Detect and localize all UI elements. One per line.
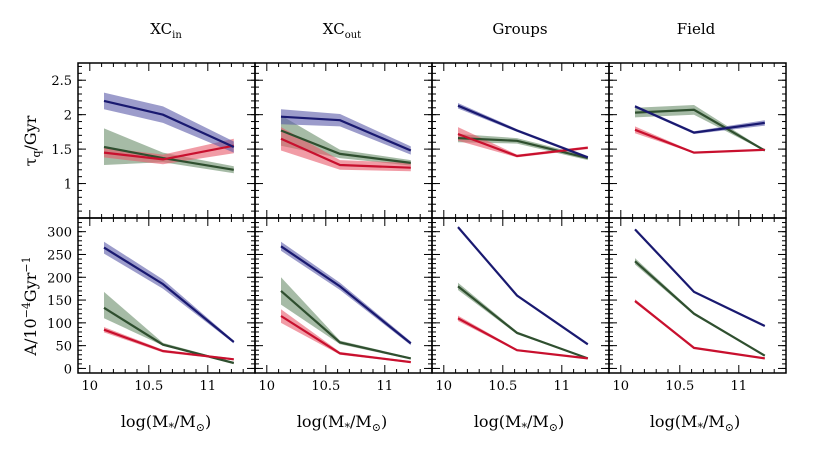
x-tick-label: 10 — [436, 379, 453, 394]
x-tick-label: 10 — [259, 379, 276, 394]
red-confidence-band — [458, 127, 588, 158]
x-tick-label: 10 — [82, 379, 99, 394]
x-tick-label: 11 — [554, 379, 571, 394]
panel-frame — [608, 62, 787, 219]
xlabel-col-2: log(M*/M⊙) — [297, 412, 387, 434]
red-confidence-band — [104, 138, 234, 165]
green-confidence-band — [104, 291, 234, 364]
red-confidence-band — [635, 299, 765, 359]
panel-tau_q-Field — [608, 62, 787, 219]
y-tick-label: 250 — [47, 248, 72, 263]
green-confidence-band — [104, 128, 234, 174]
panel-A-XC_in: 0 50 100 150 200 250 300 10 10.5 11 — [47, 217, 256, 394]
ylabel-tau-q: τq/Gyr — [21, 115, 43, 166]
column-title-xc-in: XCin — [150, 20, 182, 41]
red-series-line — [280, 315, 411, 364]
y-tick-label: 1.5 — [51, 143, 72, 158]
y-tick-label: 2 — [64, 109, 72, 124]
x-tick-label: 10.5 — [134, 379, 163, 394]
green-confidence-band — [635, 258, 765, 357]
x-tick-label: 10.5 — [488, 379, 517, 394]
xlabel-col-3: log(M*/M⊙) — [474, 412, 564, 434]
x-tick-label: 10.5 — [665, 379, 694, 394]
panel-tau_q-XC_in: 1 1.5 2 2.5 — [51, 62, 256, 219]
xlabel-col-4: log(M*/M⊙) — [650, 412, 740, 434]
y-tick-label: 0 — [64, 362, 72, 377]
y-tick-label: 100 — [47, 317, 72, 332]
x-tick-label: 10 — [613, 379, 630, 394]
y-tick-label: 300 — [47, 226, 72, 241]
column-title-groups: Groups — [492, 20, 547, 38]
blue-confidence-band — [104, 241, 234, 344]
panel-tau_q-Groups — [431, 62, 610, 219]
y-tick-label: 2.5 — [51, 74, 72, 89]
green-series-line — [457, 285, 589, 360]
blue-series-line — [457, 226, 589, 346]
red-confidence-band — [281, 309, 411, 363]
column-title-field: Field — [677, 20, 716, 38]
green-series-line — [634, 260, 766, 357]
panel-tau_q-XC_out — [254, 62, 433, 219]
green-confidence-band — [458, 282, 588, 359]
panel-A-XC_out: 10 10.5 11 — [254, 217, 433, 394]
panel-frame — [608, 217, 787, 374]
panel-A-Groups: 10 10.5 11 — [431, 217, 610, 394]
y-tick-label: 150 — [47, 294, 72, 309]
xlabel-col-1: log(M*/M⊙) — [121, 412, 211, 434]
red-series-line — [634, 300, 765, 360]
x-tick-label: 11 — [377, 379, 394, 394]
x-tick-label: 11 — [731, 379, 748, 394]
panels: 1 1.5 2 2.5 0 50 100 150 200 250 300 10 10.5 11 10 10.5… — [47, 62, 787, 394]
blue-confidence-band — [281, 109, 411, 155]
column-title-xc-out: XCout — [323, 20, 361, 41]
x-tick-label: 11 — [200, 379, 217, 394]
y-tick-label: 1 — [64, 178, 72, 193]
ylabel-amplitude: A/10−4Gyr−1 — [20, 256, 40, 356]
red-confidence-band — [104, 327, 234, 361]
red-confidence-band — [281, 127, 411, 172]
y-tick-label: 50 — [55, 340, 72, 355]
panel-A-Field: 10 10.5 11 — [608, 217, 787, 394]
x-tick-label: 10.5 — [311, 379, 340, 394]
y-tick-label: 200 — [47, 271, 72, 286]
